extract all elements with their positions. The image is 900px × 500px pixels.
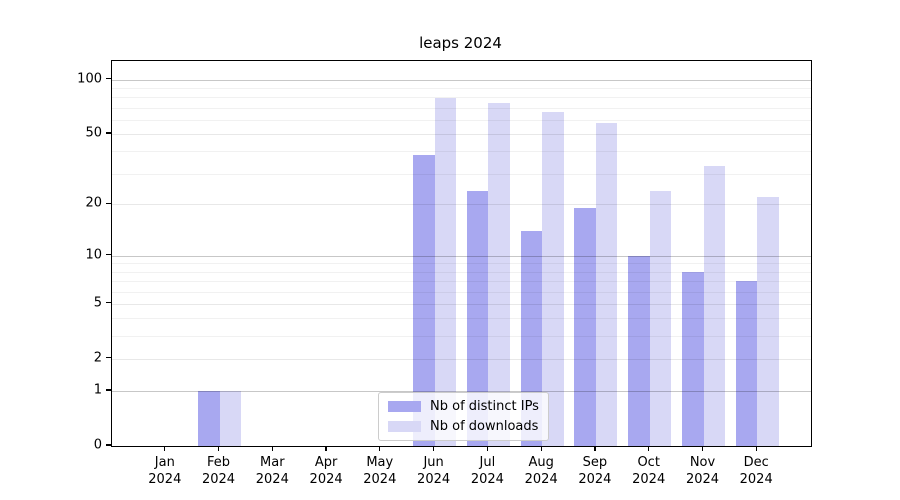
y-tick-mark-100 xyxy=(106,78,111,80)
x-tick-mark-apr xyxy=(325,446,327,452)
x-tick-mark-feb xyxy=(217,446,220,452)
bar-downloads-dec xyxy=(757,197,779,446)
x-tick-mark-dec xyxy=(755,446,757,452)
y-tick-mark-50 xyxy=(106,132,111,134)
x-tick-mark-jan xyxy=(164,446,166,452)
x-tick-label-jun: Jun 2024 xyxy=(417,455,451,487)
y-tick-label-5: 5 xyxy=(93,295,102,311)
x-tick-label-sep: Sep 2024 xyxy=(578,455,612,487)
x-tick-mark-sep xyxy=(594,446,596,452)
legend-item-distinct-ips: Nb of distinct IPs xyxy=(388,399,539,414)
x-tick-mark-may xyxy=(379,446,381,452)
bar-downloads-jun xyxy=(434,98,457,446)
x-tick-label-oct: Oct 2024 xyxy=(632,455,666,487)
bar-downloads-sep xyxy=(595,122,618,446)
y-tick-mark-0 xyxy=(106,444,111,446)
x-tick-label-dec: Dec 2024 xyxy=(739,455,773,487)
y-tick-label-100: 100 xyxy=(77,71,102,87)
bar-distinct-ips-oct xyxy=(628,255,650,446)
y-tick-label-10: 10 xyxy=(85,247,102,263)
x-tick-label-nov: Nov 2024 xyxy=(685,455,720,487)
bar-downloads-aug xyxy=(542,112,564,446)
legend-label-distinct-ips: Nb of distinct IPs xyxy=(430,399,539,414)
y-tick-mark-2 xyxy=(106,357,111,359)
plot-area: Nb of distinct IPs Nb of downloads xyxy=(111,60,812,447)
x-tick-mark-aug xyxy=(540,446,542,452)
x-tick-mark-jul xyxy=(486,446,489,452)
y-tick-mark-5 xyxy=(106,302,111,304)
x-tick-label-feb: Feb 2024 xyxy=(201,455,236,487)
legend: Nb of distinct IPs Nb of downloads xyxy=(378,392,549,441)
y-tick-mark-10 xyxy=(106,254,111,256)
chart-title: leaps 2024 xyxy=(419,34,502,52)
x-tick-label-may: May 2024 xyxy=(363,455,397,487)
bars-layer xyxy=(112,61,811,446)
y-tick-label-1: 1 xyxy=(93,382,102,398)
y-tick-mark-20 xyxy=(106,202,111,205)
bar-distinct-ips-jun xyxy=(413,155,435,446)
bar-downloads-feb xyxy=(219,391,241,446)
bar-downloads-oct xyxy=(649,190,672,446)
x-tick-label-jul: Jul 2024 xyxy=(470,455,504,487)
legend-label-downloads: Nb of downloads xyxy=(430,419,539,434)
x-tick-label-apr: Apr 2024 xyxy=(309,455,343,487)
bar-distinct-ips-jul xyxy=(466,190,489,446)
legend-swatch-downloads xyxy=(388,421,421,432)
bar-downloads-nov xyxy=(703,166,725,446)
bar-distinct-ips-sep xyxy=(574,208,596,446)
y-tick-label-50: 50 xyxy=(85,125,102,141)
y-tick-label-20: 20 xyxy=(85,195,102,211)
y-tick-label-0: 0 xyxy=(93,437,102,453)
x-tick-label-aug: Aug 2024 xyxy=(524,455,558,487)
x-tick-mark-oct xyxy=(648,446,650,452)
x-tick-mark-mar xyxy=(271,446,273,452)
x-tick-mark-nov xyxy=(701,446,704,452)
bar-distinct-ips-nov xyxy=(682,271,704,446)
y-tick-label-2: 2 xyxy=(93,350,102,366)
bar-downloads-jul xyxy=(488,103,510,446)
x-tick-mark-jun xyxy=(432,446,435,452)
legend-swatch-distinct-ips xyxy=(388,401,421,412)
bar-distinct-ips-dec xyxy=(735,281,758,446)
x-tick-label-mar: Mar 2024 xyxy=(255,455,289,487)
x-tick-label-jan: Jan 2024 xyxy=(148,455,182,487)
y-tick-mark-1 xyxy=(106,389,111,391)
legend-item-downloads: Nb of downloads xyxy=(388,419,539,434)
bar-distinct-ips-feb xyxy=(198,391,220,446)
